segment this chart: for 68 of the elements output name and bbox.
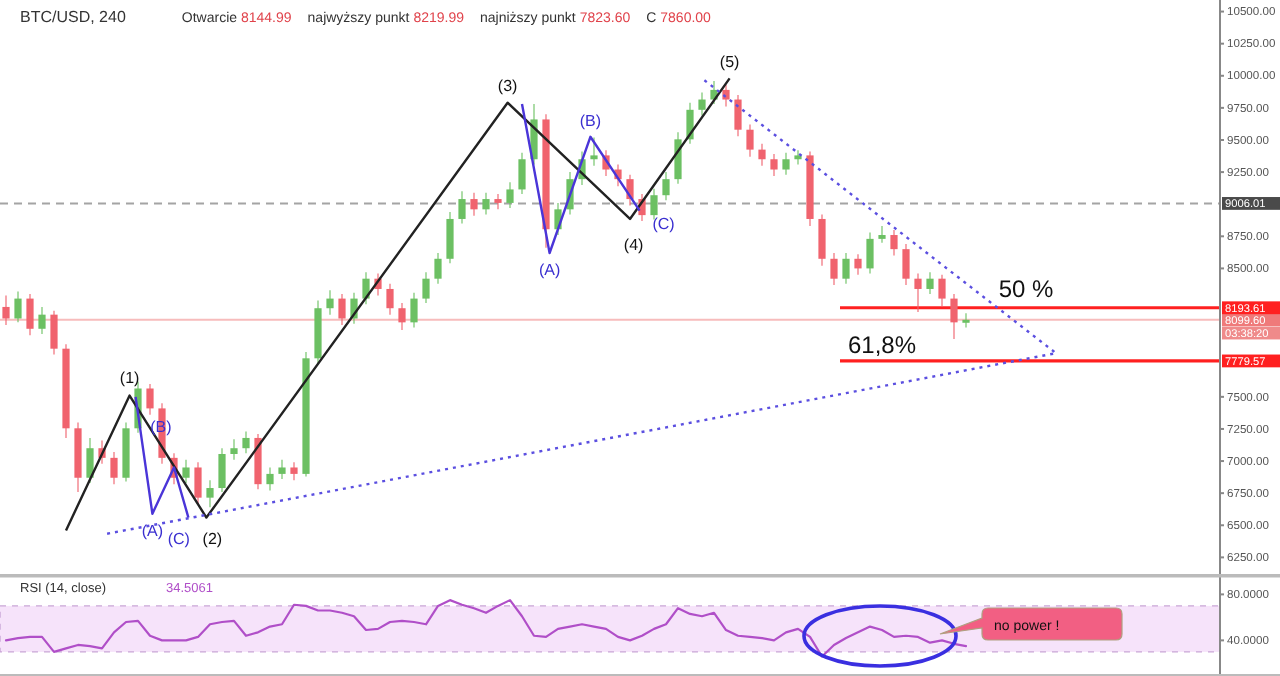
candlestick xyxy=(590,136,598,167)
candlestick xyxy=(818,213,826,267)
annotation: (A) xyxy=(538,261,561,280)
candlestick xyxy=(422,271,430,304)
candlestick xyxy=(518,152,526,195)
candlestick xyxy=(50,310,58,356)
candlestick xyxy=(650,187,658,221)
annotation: (1) xyxy=(119,369,141,388)
annotation: (C) xyxy=(652,214,676,233)
annotation: (5) xyxy=(719,53,741,72)
annotation: (3) xyxy=(497,76,519,95)
candlestick xyxy=(722,83,730,108)
candlestick xyxy=(194,461,202,506)
candlestick xyxy=(266,466,274,492)
candlestick xyxy=(2,294,10,326)
candlestick xyxy=(110,451,118,485)
candlestick xyxy=(26,293,34,336)
annotation: (B) xyxy=(579,112,602,131)
line-series xyxy=(4,599,968,658)
candlestick xyxy=(386,283,394,316)
candlestick xyxy=(878,225,886,244)
candlestick xyxy=(926,271,934,295)
text: BTC/USD, 240 xyxy=(20,8,127,26)
annotation: 61,8% xyxy=(847,331,917,360)
candlestick xyxy=(890,229,898,257)
candlestick xyxy=(218,447,226,493)
candlestick xyxy=(254,433,262,491)
candlestick xyxy=(842,252,850,285)
candlestick xyxy=(506,181,514,209)
candlestick xyxy=(698,91,706,117)
candlestick xyxy=(962,312,970,329)
candlestick xyxy=(362,271,370,306)
annotation: (2) xyxy=(202,529,223,548)
candlestick xyxy=(338,293,346,326)
candlestick xyxy=(14,290,22,324)
candlestick xyxy=(830,252,838,286)
candlestick xyxy=(770,153,778,177)
candlestick xyxy=(398,302,406,331)
candlestick xyxy=(734,94,742,137)
candlestick xyxy=(326,289,334,316)
candlestick xyxy=(182,458,190,484)
candlestick xyxy=(146,383,154,416)
candlestick xyxy=(278,458,286,480)
candlestick xyxy=(914,272,922,313)
candlestick xyxy=(482,191,490,216)
candlestick xyxy=(950,293,958,340)
annotation: (A) xyxy=(141,521,164,540)
candlestick xyxy=(446,211,454,265)
candlestick xyxy=(470,191,478,217)
candlestick xyxy=(866,231,874,275)
candlestick xyxy=(662,171,670,202)
candlestick xyxy=(746,123,754,158)
candlestick xyxy=(38,306,46,335)
candlestick xyxy=(854,253,862,276)
candlestick xyxy=(410,292,418,329)
candlestick xyxy=(758,143,766,167)
candlestick xyxy=(230,438,238,461)
candlestick xyxy=(902,243,910,286)
candlestick xyxy=(434,252,442,285)
candlestick xyxy=(458,190,466,225)
candlestick xyxy=(86,437,94,484)
annotation: 50 % xyxy=(998,274,1054,303)
annotation: (C) xyxy=(167,529,191,548)
candlestick xyxy=(206,479,214,509)
candlestick xyxy=(242,430,250,455)
candlestick xyxy=(782,152,790,176)
annotation: (4) xyxy=(623,235,645,254)
candlestick xyxy=(938,274,946,308)
